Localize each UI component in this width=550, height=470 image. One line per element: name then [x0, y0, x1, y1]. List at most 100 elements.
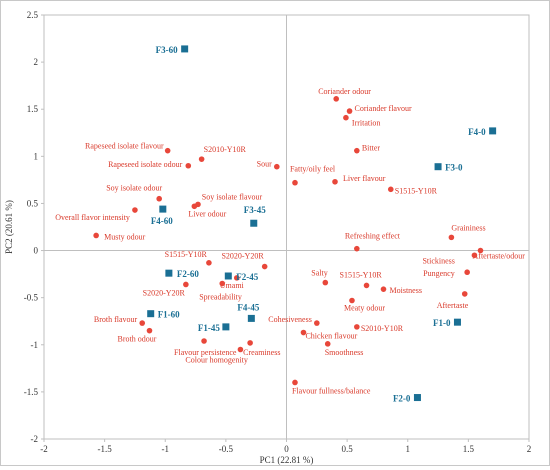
attribute-point — [139, 320, 146, 326]
sample-point — [159, 205, 167, 213]
x-tick-label: -2 — [40, 444, 48, 454]
attribute-label: Musty odour — [104, 232, 145, 241]
attribute-point — [233, 275, 240, 281]
attribute-point — [333, 96, 340, 102]
sample-label: F1-45 — [198, 323, 220, 333]
sample-point — [489, 127, 497, 135]
attribute-point — [206, 260, 212, 266]
attribute-point — [183, 281, 189, 288]
attribute-label: Broth odour — [117, 335, 156, 344]
attribute-label: Umami — [220, 281, 245, 290]
attribute-label: Irritation — [352, 119, 380, 128]
attribute-point — [156, 195, 162, 202]
attribute-label: Coriander odour — [318, 87, 371, 96]
data-marks-layer: Coriander odour Coriander flavour Irritati… — [55, 45, 525, 404]
sample-point — [247, 314, 255, 322]
attribute-label: Refreshing effect — [345, 232, 401, 241]
attribute-point — [314, 320, 320, 326]
x-tick-label: 1.5 — [463, 444, 475, 454]
attribute-point — [354, 147, 360, 154]
attribute-point — [292, 379, 298, 386]
attribute-label: Creaminess — [243, 348, 280, 357]
y-tick-label: 0 — [34, 246, 39, 256]
attribute-point — [461, 291, 468, 297]
attribute-label: Overall flavor intensity — [55, 213, 130, 222]
sample-label: F4-60 — [151, 216, 173, 226]
attribute-point — [274, 163, 280, 170]
attribute-label: Meaty odour — [344, 303, 385, 312]
attribute-label: S1515-Y10R — [340, 270, 383, 279]
attribute-label: Bitter — [362, 144, 381, 153]
sample-label: F2-0 — [393, 394, 411, 404]
x-tick-label: 0 — [284, 444, 289, 454]
sample-point — [434, 163, 442, 171]
x-tick-label: -1 — [162, 444, 170, 454]
sample-label: F3-0 — [445, 163, 463, 173]
attribute-label: Moistness — [390, 286, 422, 295]
y-tick-label: 1.5 — [27, 104, 39, 114]
attribute-label: Salty — [311, 269, 327, 278]
attribute-point — [477, 247, 484, 254]
sample-label: F2-60 — [177, 269, 199, 279]
attribute-label: Rapeseed isolate flavour — [85, 142, 164, 151]
attribute-point — [354, 245, 360, 252]
attribute-label: Pungency — [423, 269, 455, 278]
attribute-label: Chicken flavour — [305, 332, 357, 341]
attribute-label: Soy isolate odour — [106, 184, 162, 193]
attribute-point — [292, 179, 298, 186]
attribute-label: Soy isolate flavour — [202, 192, 263, 201]
attribute-label: Rapeseed isolate odour — [108, 160, 183, 169]
x-tick-label: 2 — [527, 444, 532, 454]
attribute-point — [346, 108, 353, 114]
attribute-point — [219, 280, 226, 287]
attribute-label: Liver flavour — [343, 174, 386, 183]
attribute-point — [332, 178, 338, 185]
attribute-label: Liver odour — [188, 209, 226, 218]
attribute-label: Coriander flavour — [355, 104, 412, 113]
attribute-point — [471, 252, 478, 259]
y-tick-label: -0.5 — [24, 293, 39, 303]
attribute-point — [191, 203, 198, 210]
attribute-point — [198, 156, 205, 162]
x-tick-label: 0.5 — [342, 444, 354, 454]
sample-point — [181, 45, 189, 53]
attribute-point — [343, 114, 349, 121]
attribute-point — [261, 263, 268, 270]
attribute-point — [448, 234, 455, 241]
attribute-label: Sour — [257, 160, 272, 169]
y-tick-label: 1 — [34, 151, 39, 161]
attribute-point — [464, 269, 470, 276]
attribute-label: Fatty/oily feel — [290, 165, 336, 174]
sample-label: F1-0 — [433, 318, 451, 328]
attribute-label: S2020-Y20R — [221, 252, 264, 261]
sample-label: F4-0 — [468, 127, 486, 137]
attribute-point — [237, 346, 244, 353]
x-tick-label: -1.5 — [98, 444, 113, 454]
attribute-label: S2020-Y20R — [143, 288, 186, 297]
attribute-label: Cohesiveness — [268, 315, 312, 324]
attribute-label: Smoothness — [325, 348, 364, 357]
attribute-point — [387, 186, 394, 193]
attribute-point — [132, 207, 138, 213]
sample-label: F1-60 — [158, 310, 180, 320]
attribute-label: S1515-Y10R — [165, 250, 208, 259]
sample-point — [165, 269, 173, 277]
tick-labels-layer: -2 -1.5 -1 -0.5 0 0.5 1 1.5 2 -2 -1.5 -1 -0.5 0 0.5 1 1.… — [24, 10, 532, 454]
sample-label: F3-60 — [156, 45, 178, 55]
attribute-point — [247, 340, 253, 346]
axes-layer — [41, 14, 530, 442]
sample-label: F4-45 — [237, 302, 259, 312]
x-tick-label: 1 — [406, 444, 411, 454]
attribute-point — [185, 162, 192, 169]
sample-point — [224, 272, 232, 280]
attribute-label: Colour homogenity — [185, 355, 247, 364]
sample-point — [222, 323, 230, 331]
attribute-point — [146, 327, 153, 334]
attribute-point — [363, 282, 370, 289]
attribute-label: Aftertaste/odour — [473, 252, 526, 261]
attribute-point — [93, 232, 99, 239]
sample-point — [147, 310, 155, 318]
attribute-label: S2010-Y10R — [361, 324, 404, 333]
attribute-label: Flavour fullness/balance — [292, 386, 371, 395]
